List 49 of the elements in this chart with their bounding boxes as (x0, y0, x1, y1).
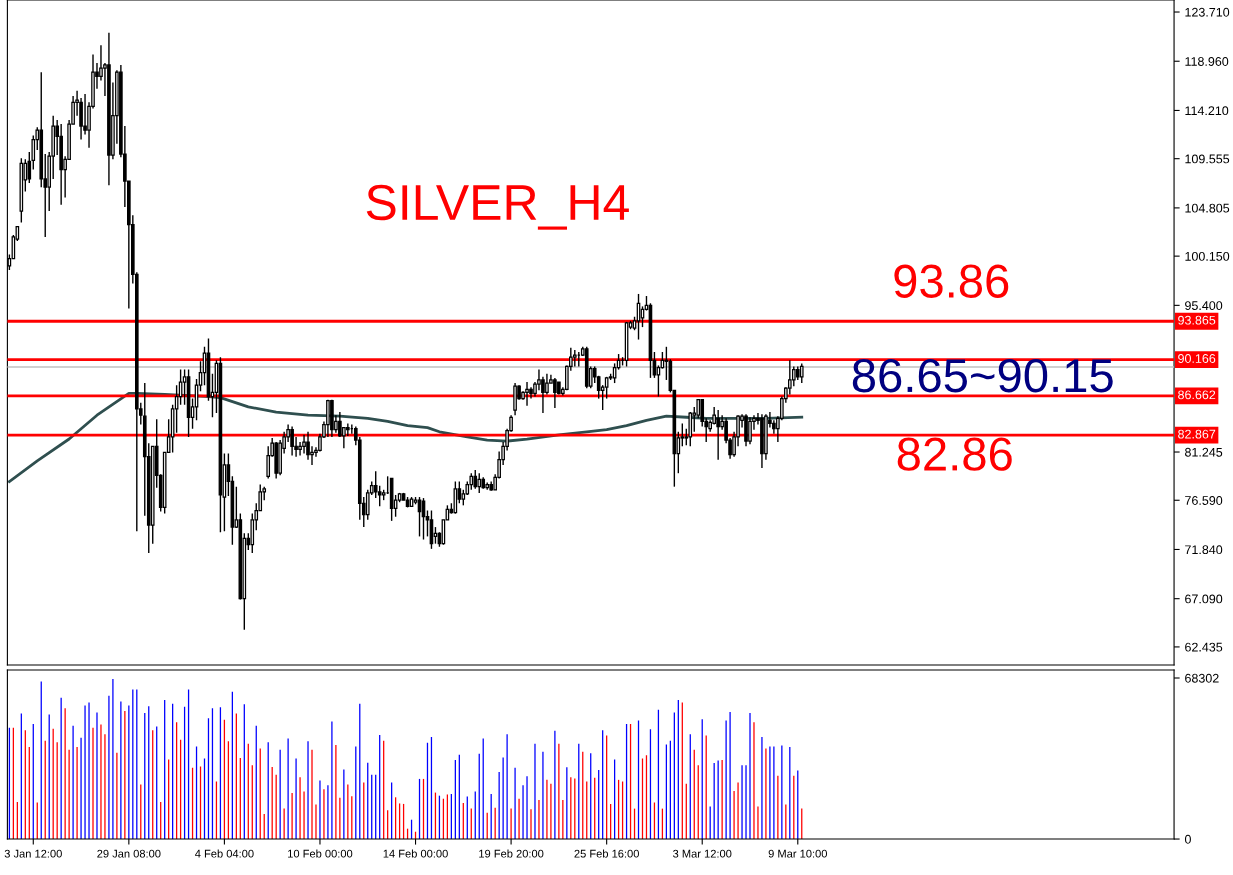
candlestick (377, 484, 382, 508)
x-tick-label: 3 Mar 12:00 (673, 849, 732, 858)
ref-line-label: 86.662 (1178, 390, 1216, 400)
candlestick (302, 434, 306, 455)
x-tick-label: 19 Feb 20:00 (479, 849, 544, 858)
y-tick-label: 0 (1184, 834, 1191, 844)
candlestick (346, 422, 350, 437)
candlestick (700, 398, 705, 428)
candlestick (326, 398, 330, 438)
candlestick (310, 445, 314, 466)
candlestick (553, 377, 557, 409)
candlestick (545, 373, 549, 396)
ref-line-label: 90.166 (1178, 354, 1216, 363)
y-tick-label: 71.840 (1185, 545, 1223, 555)
candlestick (83, 93, 87, 136)
y-tick-label: 76.590 (1185, 496, 1223, 505)
y-tick-label: 95.400 (1185, 301, 1223, 311)
x-tick-label: 29 Jan 08:00 (97, 849, 161, 858)
x-tick-label: 3 Jan 12:00 (4, 849, 62, 858)
y-tick-label: 104.805 (1185, 203, 1230, 213)
annotation: 86.65~90.15 (852, 358, 1113, 393)
text: SILVER_H4 (366, 184, 629, 230)
candlestick (306, 431, 310, 461)
y-tick-label: 114.210 (1185, 106, 1229, 116)
y-tick-label: 62.435 (1185, 642, 1223, 652)
candlestick (290, 425, 294, 457)
candlestick (748, 416, 752, 445)
ref-line-label: 82.867 (1178, 429, 1216, 439)
x-tick-label: 10 Feb 00:00 (288, 849, 353, 858)
y-tick-label: 67.090 (1185, 594, 1223, 604)
y-tick-label: 118.960 (1185, 57, 1229, 66)
annotation: 93.86 (894, 264, 1009, 298)
candlestick (716, 409, 720, 461)
x-tick-label: 4 Feb 04:00 (195, 849, 254, 858)
y-tick-label: 68302 (1185, 673, 1219, 683)
candlestick (688, 411, 693, 447)
ref-line-label: 93.865 (1178, 315, 1216, 325)
candlestick (338, 411, 342, 438)
y-tick-label: 100.150 (1185, 251, 1230, 261)
y-tick-label: 81.245 (1185, 447, 1223, 457)
x-tick-label: 9 Mar 10:00 (768, 849, 827, 858)
candlestick (513, 382, 517, 416)
y-tick-label: 123.710 (1185, 7, 1230, 17)
annotation: 82.86 (897, 437, 1012, 471)
y-tick-label: 109.555 (1185, 154, 1230, 164)
x-tick-label: 25 Feb 16:00 (574, 849, 639, 858)
candlestick (473, 469, 478, 490)
candlestick (525, 381, 529, 407)
x-tick-label: 14 Feb 00:00 (383, 849, 448, 858)
